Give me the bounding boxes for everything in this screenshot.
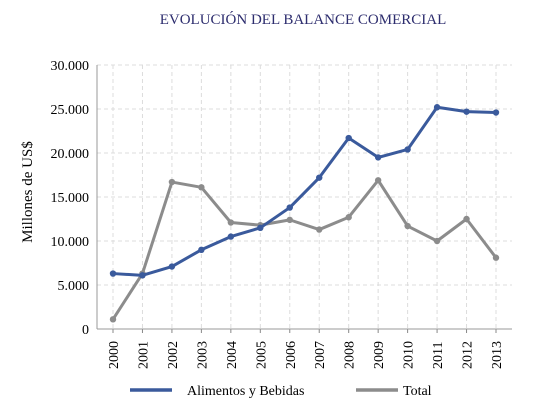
- x-tick-label: 2000: [107, 341, 122, 369]
- legend: Alimentos y Bebidas Total: [130, 384, 432, 399]
- data-point-alimentos-y-bebidas: [286, 204, 293, 211]
- data-point-total: [463, 215, 470, 223]
- x-tick-label: 2003: [195, 341, 210, 369]
- data-point-alimentos-y-bebidas: [316, 174, 323, 181]
- data-point-total: [286, 216, 293, 224]
- x-tick-label: 2006: [284, 341, 299, 369]
- data-point-alimentos-y-bebidas: [227, 233, 235, 240]
- data-point-alimentos-y-bebidas: [109, 270, 117, 277]
- data-point-alimentos-y-bebidas: [463, 108, 470, 115]
- axes: 0 5.000 10.000 15.000 20.000 25.000 30.000 2000…: [51, 59, 512, 369]
- series-line-total: [111, 178, 498, 321]
- x-tick-label: 2009: [372, 341, 387, 369]
- data-point-total: [227, 219, 235, 226]
- y-tick-label: 0: [82, 323, 89, 338]
- x-tick-label: 2004: [225, 341, 240, 369]
- series-lines: [109, 104, 500, 323]
- y-tick-label: 15.000: [51, 191, 90, 206]
- data-point-total: [316, 226, 323, 233]
- x-tick-label: 2002: [166, 341, 181, 369]
- data-point-total: [492, 254, 500, 261]
- data-point-total: [374, 177, 382, 184]
- data-point-alimentos-y-bebidas: [433, 104, 441, 111]
- data-point-total: [404, 222, 411, 230]
- data-point-alimentos-y-bebidas: [404, 146, 411, 153]
- legend-label-total: Total: [403, 384, 432, 399]
- x-tick-label: 2008: [343, 341, 358, 369]
- data-point-alimentos-y-bebidas: [374, 154, 382, 161]
- y-tick-label: 5.000: [58, 279, 90, 294]
- grid-lines: [97, 64, 512, 329]
- chart-title: EVOLUCIÓN DEL BALANCE COMERCIAL: [160, 11, 447, 28]
- x-tick-label: 2010: [402, 341, 417, 369]
- x-tick-label: 2005: [254, 341, 269, 369]
- data-point-total: [345, 214, 352, 221]
- y-axis-label: Millones de US$: [20, 141, 36, 243]
- data-point-alimentos-y-bebidas: [198, 246, 205, 253]
- data-point-alimentos-y-bebidas: [257, 224, 264, 231]
- y-tick-label: 20.000: [51, 147, 90, 162]
- data-point-alimentos-y-bebidas: [139, 272, 146, 279]
- y-tick-label: 25.000: [51, 103, 90, 118]
- data-point-total: [433, 237, 441, 245]
- y-tick-label: 30.000: [51, 59, 90, 74]
- data-point-total: [168, 178, 176, 186]
- data-point-alimentos-y-bebidas: [345, 134, 352, 142]
- x-tick-label: 2012: [461, 341, 476, 369]
- data-point-total: [198, 184, 205, 191]
- y-tick-label: 10.000: [51, 235, 90, 250]
- legend-label-alimentos-y-bebidas: Alimentos y Bebidas: [187, 384, 304, 399]
- data-point-alimentos-y-bebidas: [168, 263, 176, 270]
- x-tick-label: 2007: [313, 341, 328, 369]
- series-line-alimentos-y-bebidas: [112, 105, 497, 277]
- data-point-alimentos-y-bebidas: [492, 109, 500, 116]
- x-tick-label: 2011: [431, 342, 446, 369]
- data-point-total: [109, 316, 117, 323]
- x-tick-label: 2013: [490, 341, 505, 369]
- x-tick-label: 2001: [136, 341, 151, 369]
